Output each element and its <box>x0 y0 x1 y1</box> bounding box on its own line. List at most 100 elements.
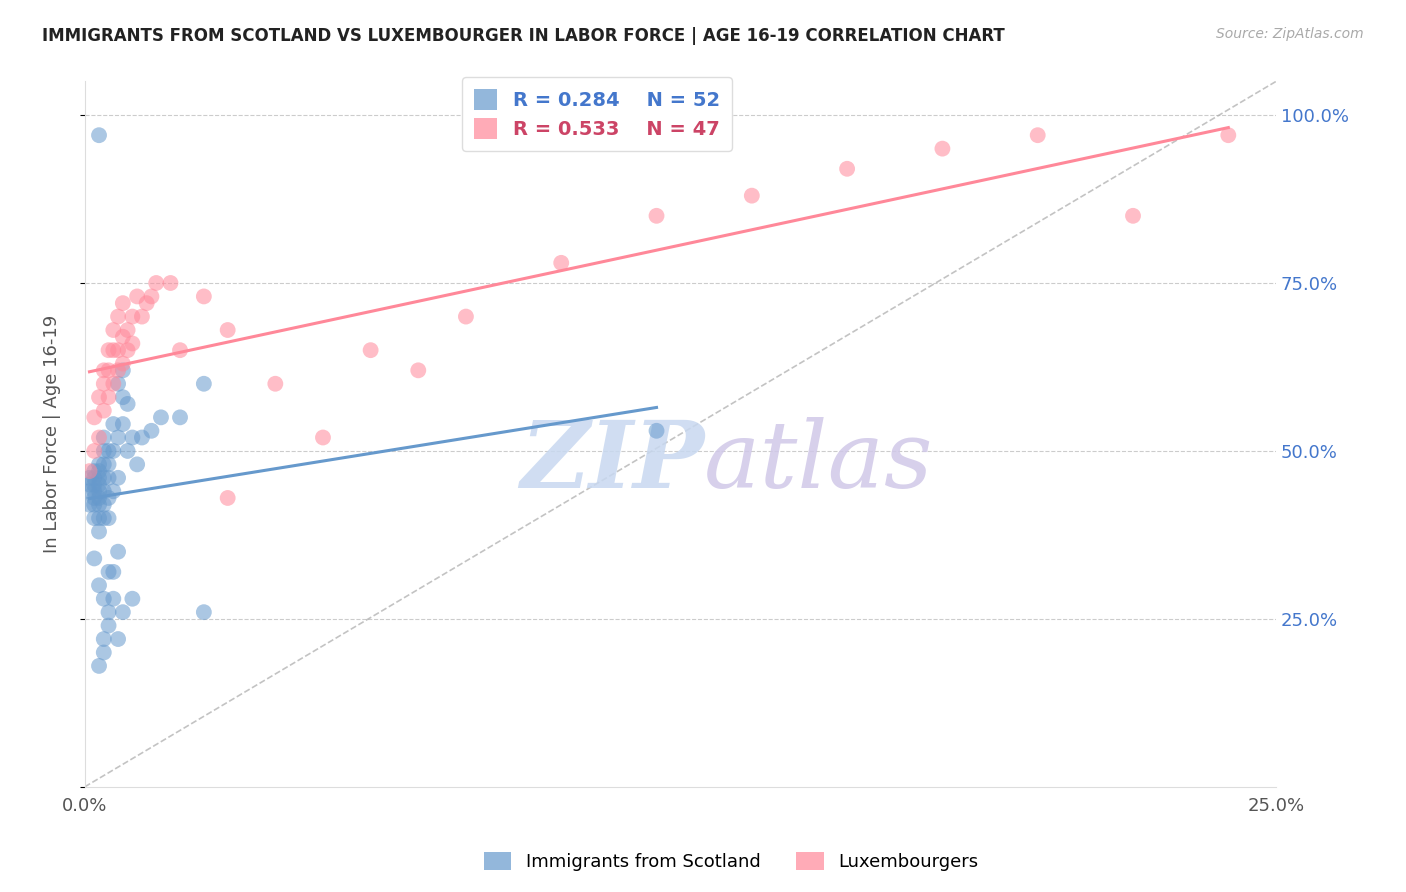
Point <box>93 511 115 525</box>
Point <box>741 188 763 202</box>
Point <box>103 417 125 431</box>
Point <box>87 484 110 499</box>
Point <box>103 343 125 358</box>
Point <box>141 289 163 303</box>
Point <box>97 605 120 619</box>
Point <box>103 484 125 499</box>
Point <box>79 498 101 512</box>
Point <box>1026 128 1049 143</box>
Point <box>93 458 115 472</box>
Point <box>111 357 134 371</box>
Point <box>87 430 110 444</box>
Point <box>107 632 129 646</box>
Point <box>103 376 125 391</box>
Point <box>127 458 149 472</box>
Text: ZIP: ZIP <box>520 417 704 508</box>
Point <box>107 376 129 391</box>
Point <box>93 632 115 646</box>
Text: Source: ZipAtlas.com: Source: ZipAtlas.com <box>1216 27 1364 41</box>
Point <box>83 464 105 478</box>
Point <box>93 444 115 458</box>
Point <box>550 256 572 270</box>
Point <box>97 343 120 358</box>
Point <box>107 471 129 485</box>
Point <box>117 343 139 358</box>
Point <box>121 430 143 444</box>
Point <box>83 477 105 491</box>
Point <box>93 363 115 377</box>
Point <box>121 591 143 606</box>
Point <box>111 363 134 377</box>
Point <box>312 430 335 444</box>
Point <box>169 410 191 425</box>
Point <box>645 209 668 223</box>
Point <box>87 498 110 512</box>
Point <box>87 491 110 505</box>
Point <box>83 444 105 458</box>
Point <box>93 471 115 485</box>
Point <box>149 410 172 425</box>
Point <box>360 343 382 358</box>
Point <box>83 491 105 505</box>
Point <box>107 430 129 444</box>
Legend: R = 0.284    N = 52, R = 0.533    N = 47: R = 0.284 N = 52, R = 0.533 N = 47 <box>463 77 731 151</box>
Point <box>131 310 153 324</box>
Point <box>97 471 120 485</box>
Point <box>217 323 239 337</box>
Point <box>121 310 143 324</box>
Point <box>87 458 110 472</box>
Point <box>97 491 120 505</box>
Point <box>406 363 429 377</box>
Point <box>79 484 101 499</box>
Text: IMMIGRANTS FROM SCOTLAND VS LUXEMBOURGER IN LABOR FORCE | AGE 16-19 CORRELATION : IMMIGRANTS FROM SCOTLAND VS LUXEMBOURGER… <box>42 27 1005 45</box>
Point <box>93 484 115 499</box>
Point <box>103 591 125 606</box>
Legend: Immigrants from Scotland, Luxembourgers: Immigrants from Scotland, Luxembourgers <box>477 845 986 879</box>
Point <box>87 390 110 404</box>
Point <box>107 545 129 559</box>
Point <box>87 471 110 485</box>
Point <box>79 477 101 491</box>
Point <box>1122 209 1144 223</box>
Point <box>97 511 120 525</box>
Point <box>103 444 125 458</box>
Point <box>145 276 167 290</box>
Point <box>97 363 120 377</box>
Point <box>111 390 134 404</box>
Point <box>87 128 110 143</box>
Point <box>141 424 163 438</box>
Point <box>117 397 139 411</box>
Point <box>97 390 120 404</box>
Point <box>1218 128 1240 143</box>
Point <box>107 310 129 324</box>
Point <box>117 323 139 337</box>
Point <box>117 444 139 458</box>
Point <box>87 511 110 525</box>
Text: atlas: atlas <box>704 417 934 508</box>
Point <box>79 464 101 478</box>
Point <box>93 591 115 606</box>
Point <box>193 376 215 391</box>
Point <box>87 477 110 491</box>
Point <box>264 376 287 391</box>
Point <box>837 161 859 176</box>
Point <box>103 323 125 337</box>
Point <box>103 565 125 579</box>
Point <box>645 424 668 438</box>
Point <box>127 289 149 303</box>
Point <box>93 403 115 417</box>
Point <box>97 618 120 632</box>
Point <box>121 336 143 351</box>
Point <box>159 276 181 290</box>
Point <box>131 430 153 444</box>
Point <box>87 659 110 673</box>
Point <box>83 511 105 525</box>
Point <box>83 498 105 512</box>
Point <box>87 524 110 539</box>
Point <box>169 343 191 358</box>
Point <box>111 605 134 619</box>
Point <box>97 444 120 458</box>
Y-axis label: In Labor Force | Age 16-19: In Labor Force | Age 16-19 <box>44 315 60 553</box>
Point <box>454 310 477 324</box>
Point <box>79 471 101 485</box>
